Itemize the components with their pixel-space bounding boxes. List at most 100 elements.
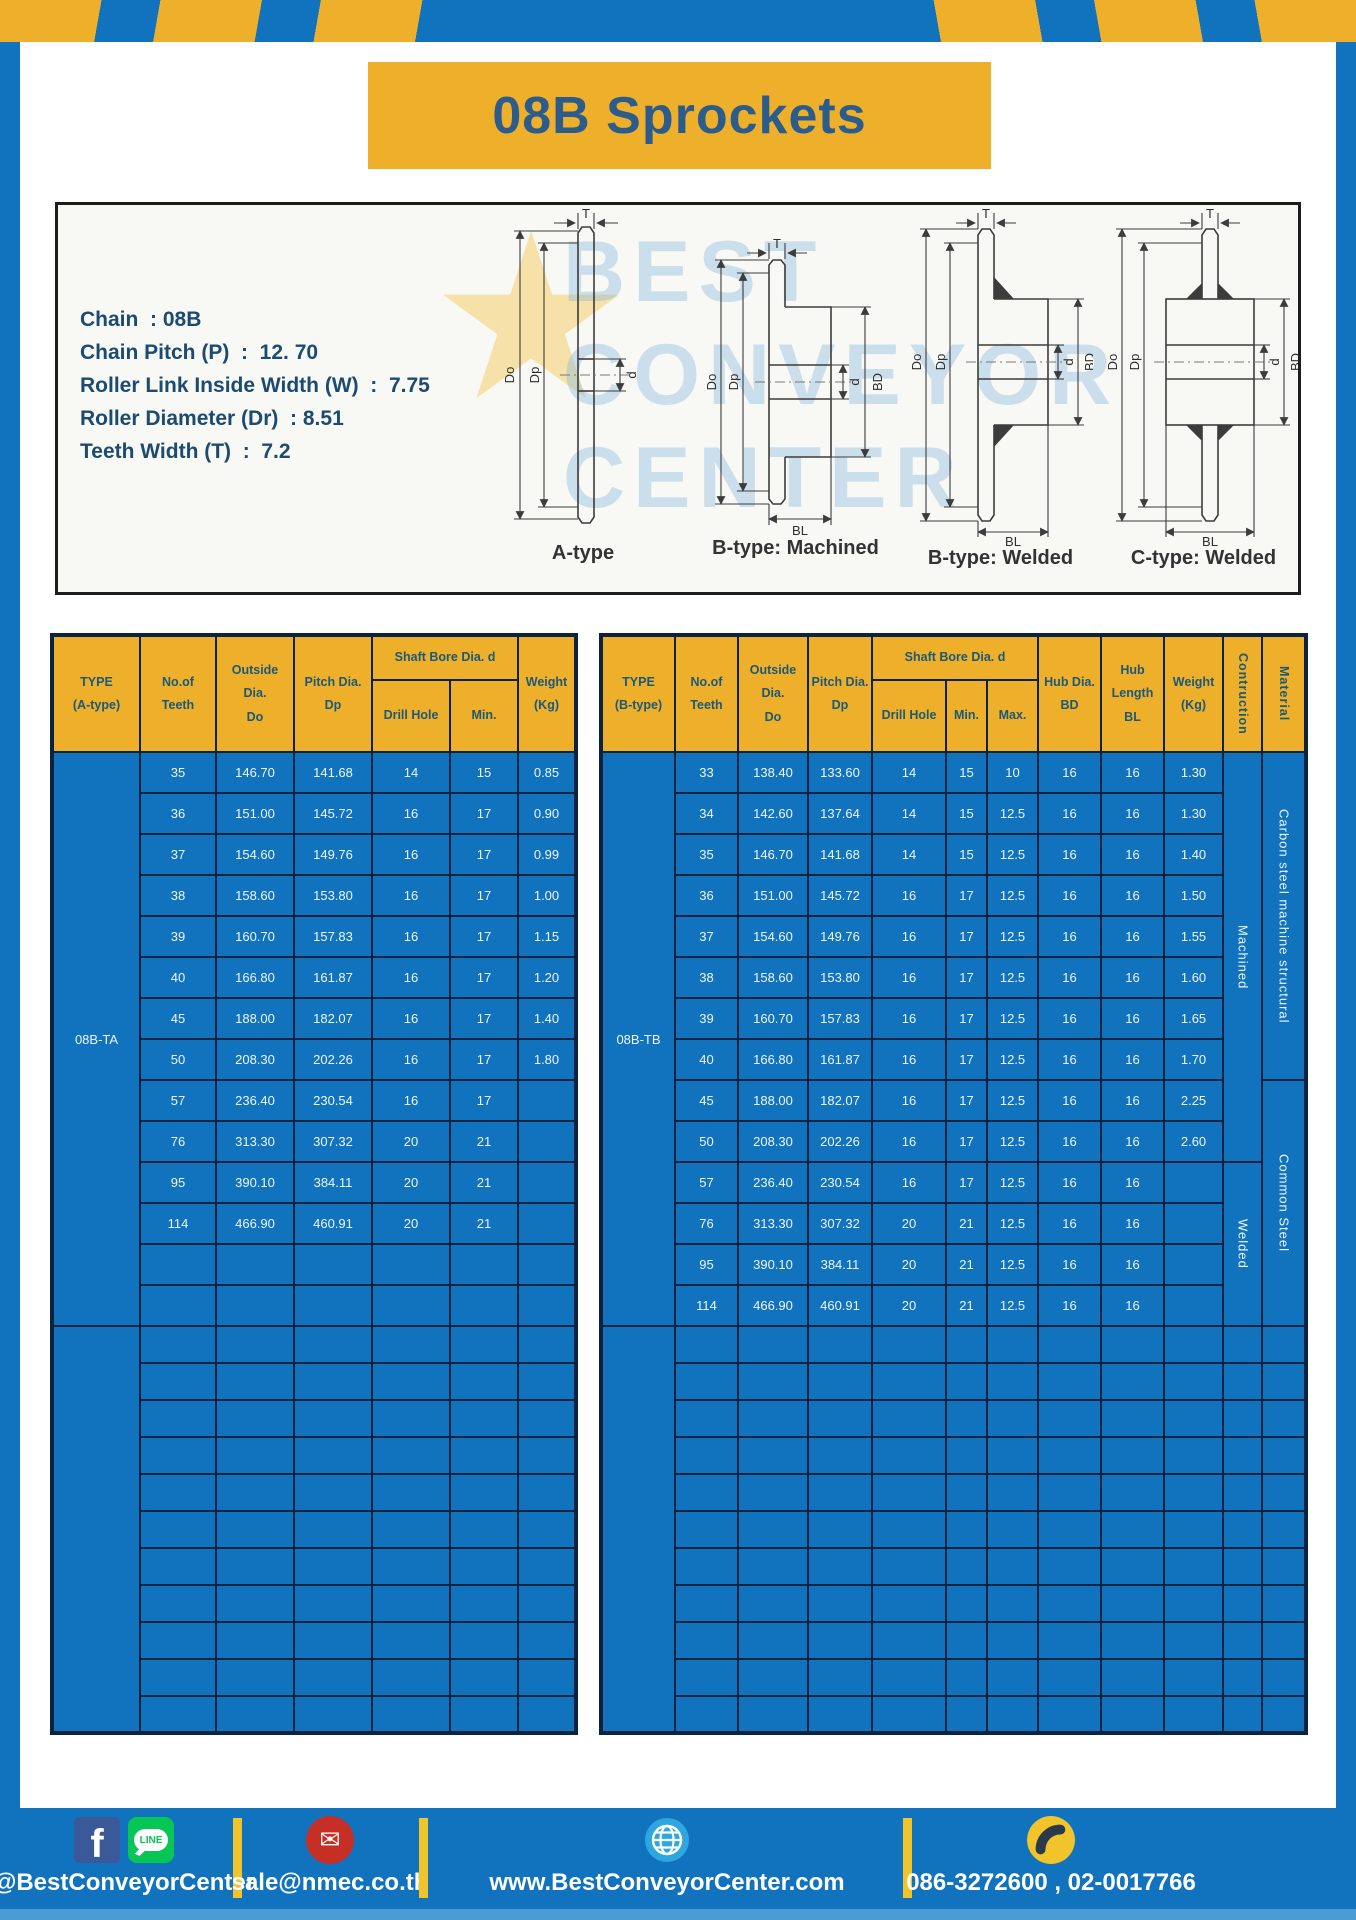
outside-dia-cell: 166.80 (215, 956, 295, 999)
teeth-cell: 57 (674, 1161, 739, 1204)
drill-hole-cell (371, 1658, 451, 1697)
dim-T-label: T (982, 207, 990, 221)
min-cell (449, 1621, 519, 1660)
outside-dia-cell (215, 1243, 295, 1286)
empty-row (601, 1695, 1308, 1734)
col-header-weight: Weight (Kg) (517, 634, 577, 753)
min-cell: 17 (945, 997, 988, 1040)
teeth-cell: 35 (139, 751, 217, 794)
min-cell: 17 (449, 833, 519, 876)
phone-icon (1027, 1816, 1075, 1864)
weight-cell: 1.00 (517, 874, 577, 917)
empty-row (52, 1362, 577, 1401)
pitch-dia-cell (293, 1584, 373, 1623)
empty-row (601, 1473, 1308, 1512)
empty-row (52, 1547, 577, 1586)
drill-hole-cell: 14 (871, 751, 947, 794)
empty-cell (1037, 1658, 1103, 1697)
empty-cell (1100, 1510, 1166, 1549)
weight-cell (517, 1436, 577, 1475)
drill-hole-cell (371, 1510, 451, 1549)
pitch-dia-cell: 202.26 (807, 1120, 873, 1163)
hazard-stripes-left (0, 0, 440, 42)
min-cell: 17 (449, 956, 519, 999)
footer-website: www.BestConveyorCenter.com (489, 1869, 845, 1896)
pitch-dia-cell: 141.68 (807, 833, 873, 876)
table-row: 39 160.70 157.83 16 17 1.15 (52, 915, 577, 958)
dim-T-label: T (773, 237, 781, 251)
outside-dia-cell: 313.30 (737, 1202, 809, 1245)
empty-cell (985, 1584, 1040, 1623)
empty-cell (737, 1547, 809, 1586)
empty-row (601, 1547, 1308, 1586)
empty-cell (737, 1584, 809, 1623)
min-cell: 17 (449, 997, 519, 1040)
outside-dia-cell: 154.60 (215, 833, 295, 876)
pitch-dia-cell (293, 1547, 373, 1586)
col-header-drill-hole: Drill Hole (871, 679, 947, 753)
watermark-line: CONVEYOR (563, 327, 1120, 424)
empty-cell (737, 1473, 809, 1512)
pitch-dia-cell (293, 1243, 373, 1286)
empty-cell (674, 1399, 739, 1438)
table-row: 08B-TA 35 146.70 141.68 14 15 0.85 (51, 751, 577, 1327)
col-header-min: Min. (449, 679, 519, 753)
drill-hole-cell: 20 (371, 1202, 451, 1245)
hub-length-cell: 16 (1100, 792, 1166, 835)
weight-cell (517, 1362, 577, 1401)
empty-cell (674, 1658, 739, 1697)
empty-cell (945, 1436, 988, 1475)
min-cell: 21 (449, 1161, 519, 1204)
pitch-dia-cell: 145.72 (293, 792, 373, 835)
empty-cell (1222, 1621, 1264, 1660)
outside-dia-cell: 151.00 (215, 792, 295, 835)
teeth-cell: 114 (139, 1202, 217, 1245)
hub-length-cell: 16 (1100, 997, 1166, 1040)
min-cell: 21 (945, 1243, 988, 1286)
weight-cell (517, 1284, 577, 1327)
empty-cell (1163, 1695, 1225, 1734)
outside-dia-cell: 146.70 (737, 833, 809, 876)
empty-cell (985, 1547, 1040, 1586)
teeth-cell: 35 (674, 833, 739, 876)
table-a-header-row: Drill Hole Min. (52, 679, 576, 753)
col-header-max: Max. (985, 679, 1040, 753)
pitch-dia-cell: 460.91 (807, 1284, 873, 1327)
empty-cell (807, 1695, 873, 1734)
outside-dia-cell (215, 1399, 295, 1438)
col-header-pitch-dia: Pitch Dia. Dp (807, 634, 873, 753)
col-header-shaft-bore: Shaft Bore Dia. d (870, 634, 1040, 681)
empty-cell (1037, 1584, 1103, 1623)
col-header-material: Material (1261, 634, 1308, 753)
empty-cell (1261, 1547, 1308, 1586)
col-header-construction: Contruction (1222, 634, 1264, 753)
hub-dia-cell: 16 (1037, 1120, 1103, 1163)
outside-dia-cell: 208.30 (215, 1038, 295, 1081)
drawing-caption-a-type: A-type (551, 542, 615, 564)
drill-hole-cell: 16 (371, 874, 451, 917)
max-cell: 12.5 (985, 1038, 1040, 1081)
min-cell: 17 (945, 874, 988, 917)
outside-dia-cell: 466.90 (737, 1284, 809, 1327)
empty-cell (1163, 1362, 1225, 1401)
teeth-cell (139, 1621, 217, 1660)
weight-cell (517, 1695, 577, 1734)
table-row: 114 466.90 460.91 20 21 (52, 1202, 577, 1245)
max-cell: 10 (985, 751, 1040, 794)
table-row: 08B-TB 33 138.40 133.60 14 15 10 16 16 1.30 Machin… (600, 751, 1308, 1327)
line-icon: LINE (128, 1817, 174, 1863)
facebook-icon-glyph: f (90, 1822, 104, 1867)
empty-cell (1037, 1399, 1103, 1438)
table-row: 37 154.60 149.76 16 17 12.5 16 16 1.55 (601, 915, 1306, 958)
empty-cell (871, 1658, 947, 1697)
empty-cell (1037, 1436, 1103, 1475)
col-header-drill-hole: Drill Hole (371, 679, 451, 753)
min-cell: 17 (449, 915, 519, 958)
weight-cell: 1.20 (517, 956, 577, 999)
footer-divider (233, 1818, 242, 1898)
empty-row (601, 1399, 1308, 1438)
empty-cell (674, 1362, 739, 1401)
hub-dia-cell: 16 (1037, 792, 1103, 835)
empty-cell (945, 1584, 988, 1623)
pitch-dia-cell (293, 1436, 373, 1475)
